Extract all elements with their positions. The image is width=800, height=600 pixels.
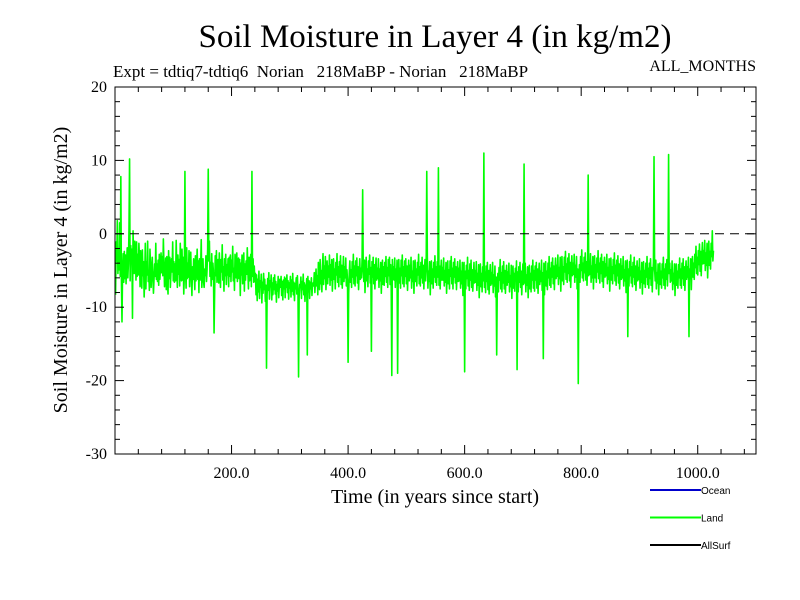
y-tick-label: 10	[91, 152, 107, 169]
x-tick-label: 1000.0	[676, 465, 720, 482]
period-label: ALL_MONTHS	[649, 58, 756, 75]
y-tick-label: -20	[86, 373, 107, 390]
x-axis-tick-labels: 200.0 400.0 600.0 800.0 1000.0	[214, 465, 720, 482]
legend: Ocean Land AllSurf	[650, 486, 731, 552]
series-line-land	[115, 152, 715, 385]
x-tick-label: 200.0	[214, 465, 250, 482]
y-axis-tick-labels: -30 -20 -10 0 10 20	[86, 79, 107, 463]
plot-frame	[114, 86, 757, 455]
legend-label-land: Land	[701, 514, 723, 525]
y-tick-label: -10	[86, 299, 107, 316]
x-tick-label: 400.0	[330, 465, 366, 482]
chart-title: Soil Moisture in Layer 4 (in kg/m2)	[199, 19, 672, 55]
chart-subtitle: Expt = tdtiq7-tdtiq6 Norian 218MaBP - No…	[113, 62, 528, 81]
y-tick-label: -30	[86, 446, 107, 463]
plot-area	[114, 86, 757, 455]
x-tick-label: 600.0	[447, 465, 483, 482]
legend-label-allsurf: AllSurf	[701, 541, 731, 552]
y-tick-label: 20	[91, 79, 107, 96]
y-tick-label: 0	[99, 226, 107, 243]
legend-label-ocean: Ocean	[701, 486, 730, 497]
axis-ticks	[115, 86, 756, 455]
x-axis-label: Time (in years since start)	[331, 486, 539, 508]
x-tick-label: 800.0	[563, 465, 599, 482]
y-axis-label: Soil Moisture in Layer 4 (in kg/m2)	[50, 127, 72, 414]
